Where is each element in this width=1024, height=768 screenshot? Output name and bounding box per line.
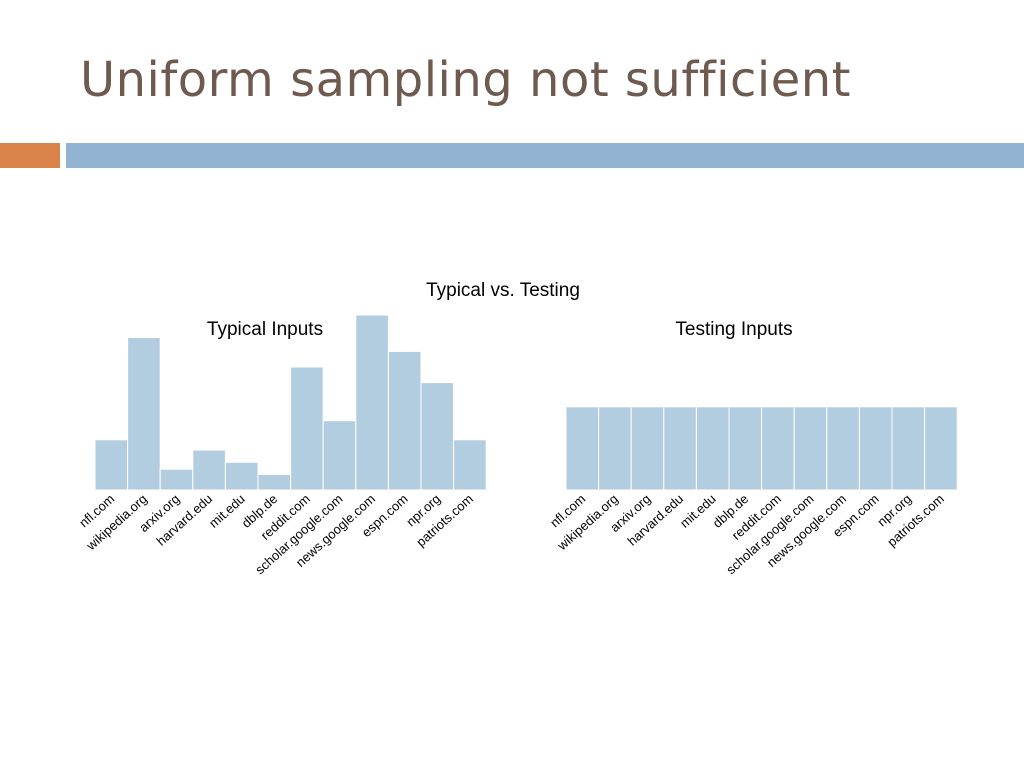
bar-testing-mit-edu	[695, 406, 730, 491]
bar-testing-dblp-de	[728, 406, 763, 491]
bar-testing-npr-org	[891, 406, 926, 491]
bar-chart-testing: Testing Inputsnfl.comwikipedia.orgarxiv.…	[547, 319, 958, 577]
bar-testing-scholar-google-com	[793, 406, 828, 491]
bar-testing-wikipedia-org	[598, 406, 632, 491]
bar-typical-news-google-com	[355, 314, 389, 491]
bar-testing-patriots-com	[924, 406, 958, 491]
bar-testing-nfl-com	[565, 406, 600, 491]
tick-label-testing-mit-edu: mit.edu	[677, 491, 719, 531]
bar-typical-mit-edu	[224, 461, 259, 491]
bar-typical-nfl-com	[94, 439, 129, 491]
bar-testing-news-google-com	[826, 406, 860, 491]
chart-title: Typical vs. Testing	[426, 280, 580, 301]
bar-typical-espn-com	[387, 350, 422, 491]
chart-subtitle-typical: Typical Inputs	[207, 319, 323, 340]
chart-subtitle-testing: Testing Inputs	[675, 319, 792, 340]
bar-typical-reddit-com	[290, 366, 324, 491]
bar-testing-arxiv-org	[630, 406, 665, 491]
bar-testing-reddit-com	[761, 406, 795, 491]
bar-typical-dblp-de	[257, 473, 292, 491]
bar-typical-npr-org	[420, 382, 455, 491]
slide-title: Uniform sampling not sufficient	[80, 52, 851, 108]
bar-typical-wikipedia-org	[127, 337, 161, 491]
bar-testing-espn-com	[858, 406, 893, 491]
accent-bar-orange	[0, 143, 60, 168]
bar-typical-arxiv-org	[159, 468, 194, 491]
accent-bar-blue	[66, 143, 1024, 168]
bar-typical-harvard-edu	[192, 449, 226, 491]
bar-typical-patriots-com	[453, 439, 487, 491]
bar-typical-scholar-google-com	[322, 420, 357, 491]
tick-label-typical-mit-edu: mit.edu	[206, 491, 248, 531]
bar-testing-harvard-edu	[663, 406, 697, 491]
bar-chart-typical: Typical Inputsnfl.comwikipedia.orgarxiv.…	[76, 314, 487, 577]
